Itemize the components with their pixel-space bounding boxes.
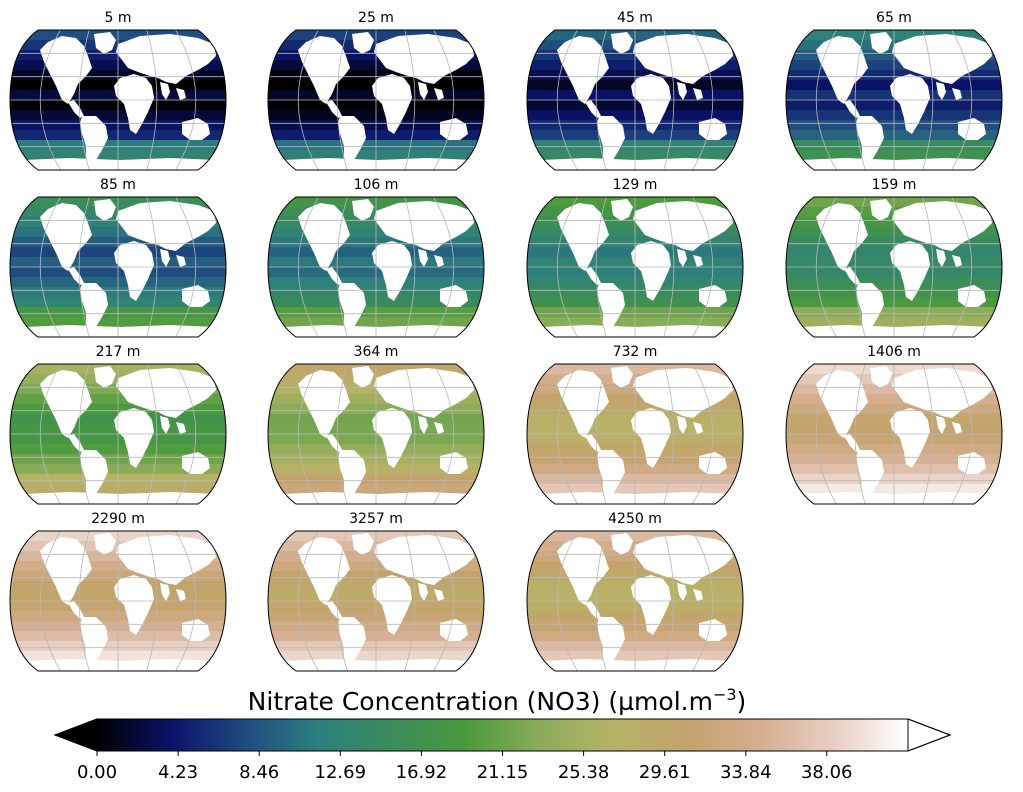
colorbar: Nitrate Concentration (NO3) (µmol.m−3) 0… <box>55 685 950 783</box>
panel-title: 217 m <box>96 344 141 360</box>
map-panel: 4250 m <box>527 511 743 672</box>
panel-title: 45 m <box>617 10 653 26</box>
colorbar-tick-label: 12.69 <box>315 762 367 783</box>
map-panel: 5 m <box>10 10 226 171</box>
map-panel: 217 m <box>10 344 226 505</box>
map-panel: 2290 m <box>10 511 226 672</box>
panel-title: 25 m <box>358 10 394 26</box>
colorbar-tick-label: 29.61 <box>639 762 691 783</box>
panel-title: 364 m <box>354 344 399 360</box>
map-panel: 3257 m <box>268 511 484 672</box>
panel-title: 106 m <box>354 177 399 193</box>
panel-title: 5 m <box>105 10 132 26</box>
panel-title: 85 m <box>100 177 136 193</box>
colorbar-extend-low <box>55 719 97 751</box>
panel-title: 4250 m <box>608 511 662 527</box>
map-panel: 45 m <box>527 10 743 171</box>
colorbar-extend-high <box>908 719 950 751</box>
colorbar-tick-label: 16.92 <box>396 762 448 783</box>
map-panel: 85 m <box>10 177 226 338</box>
colorbar-tick-label: 21.15 <box>477 762 529 783</box>
panel-title: 2290 m <box>91 511 145 527</box>
panel-title: 3257 m <box>349 511 403 527</box>
colorbar-tick-label: 38.06 <box>801 762 853 783</box>
map-panel: 732 m <box>527 344 743 505</box>
panel-title: 1406 m <box>867 344 921 360</box>
colorbar-title: Nitrate Concentration (NO3) (µmol.m−3) <box>248 685 747 716</box>
colorbar-tick-label: 8.46 <box>239 762 279 783</box>
map-panel: 159 m <box>786 177 1002 338</box>
map-panel: 364 m <box>268 344 484 505</box>
colorbar-tick-label: 33.84 <box>720 762 772 783</box>
colorbar-tick-label: 0.00 <box>77 762 117 783</box>
map-panel: 65 m <box>786 10 1002 171</box>
panel-title: 129 m <box>613 177 658 193</box>
panel-title: 65 m <box>876 10 912 26</box>
map-panel: 106 m <box>268 177 484 338</box>
colorbar-body <box>97 719 908 751</box>
colorbar-tick-label: 25.38 <box>558 762 610 783</box>
colorbar-tick-label: 4.23 <box>158 762 198 783</box>
map-panel: 25 m <box>268 10 484 171</box>
panel-title: 732 m <box>613 344 658 360</box>
map-panel: 129 m <box>527 177 743 338</box>
map-panel: 1406 m <box>786 344 1002 505</box>
panel-title: 159 m <box>872 177 917 193</box>
